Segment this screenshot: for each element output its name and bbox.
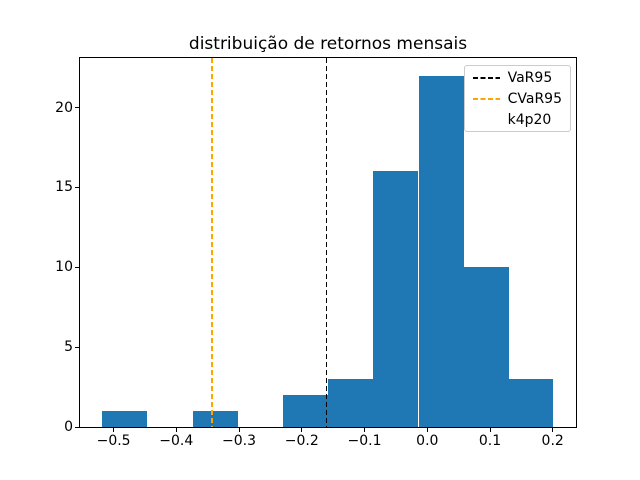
y-tick-label: 5: [64, 339, 73, 356]
x-tick-label: 0.1: [478, 433, 502, 449]
x-tick-mark: [489, 428, 491, 432]
dashed-line-swatch: [472, 76, 500, 79]
x-tick-label: −0.2: [284, 433, 319, 449]
legend-entry-k4p20: k4p20: [473, 109, 562, 130]
var95-line: [325, 58, 327, 427]
blank-handle: [473, 119, 500, 121]
histogram-bar: [283, 395, 329, 427]
x-tick-label: −0.4: [159, 433, 194, 449]
chart-title: distribuição de retornos mensais: [188, 34, 468, 54]
histogram-bar: [373, 171, 419, 427]
y-tick-mark: [75, 186, 79, 188]
legend-entry-cvar95: CVaR95: [472, 88, 562, 109]
legend-entry-var95: VaR95: [472, 67, 562, 88]
y-tick-label: 10: [55, 259, 73, 276]
histogram-bar: [508, 379, 554, 427]
histogram-bar: [463, 267, 509, 427]
x-tick-mark: [175, 428, 177, 432]
plot-area: VaR95 CVaR95 k4p20: [79, 57, 577, 428]
y-tick-mark: [75, 426, 79, 428]
y-tick-label: 0: [64, 419, 73, 435]
y-tick-label: 20: [55, 99, 73, 116]
legend-label: k4p20: [507, 111, 552, 128]
histogram-bar: [192, 411, 238, 427]
x-tick-mark: [238, 428, 240, 432]
y-tick-label: 15: [55, 179, 73, 196]
histogram-bar: [418, 75, 464, 427]
x-tick-mark: [113, 428, 115, 432]
x-tick-mark: [364, 428, 365, 432]
dashed-line-swatch: [472, 97, 500, 100]
y-tick-mark: [75, 346, 79, 348]
x-tick-label: −0.3: [222, 433, 256, 449]
x-tick-mark: [426, 428, 428, 432]
x-tick-mark: [552, 428, 554, 432]
legend-label: VaR95: [507, 69, 553, 86]
x-tick-mark: [301, 428, 303, 432]
x-tick-label: 0.0: [416, 433, 439, 449]
histogram-bar: [328, 379, 374, 427]
cvar95-line: [211, 58, 213, 427]
x-tick-label: −0.5: [96, 433, 131, 449]
legend: VaR95 CVaR95 k4p20: [463, 65, 571, 132]
y-tick-mark: [75, 107, 79, 108]
histogram-bar: [102, 411, 148, 427]
x-tick-label: −0.1: [347, 433, 382, 449]
legend-label: CVaR95: [507, 90, 562, 107]
y-tick-mark: [75, 266, 79, 268]
x-tick-label: 0.2: [541, 433, 564, 449]
